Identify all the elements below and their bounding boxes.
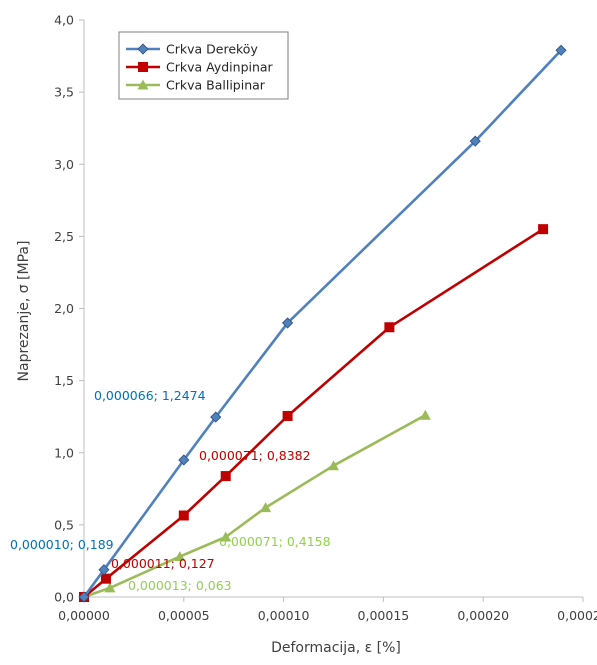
data-point <box>282 317 294 329</box>
data-point <box>220 471 231 482</box>
y-tick-label: 0,0 <box>54 590 74 605</box>
data-point <box>178 454 190 466</box>
data-point <box>100 573 111 584</box>
legend-label: Crkva Dereköy <box>166 42 258 57</box>
legend-label: Crkva Ballipinar <box>166 78 266 93</box>
x-tick-label: 0,00020 <box>457 608 509 623</box>
legend-entry: Crkva Aydinpinar <box>126 60 274 75</box>
y-tick-label: 4,0 <box>54 13 74 28</box>
legend-marker <box>137 79 149 90</box>
data-label: 0,000013; 0,063 <box>128 578 232 593</box>
series-0 <box>78 44 567 603</box>
data-point <box>328 460 339 471</box>
legend-label: Crkva Aydinpinar <box>166 60 274 75</box>
legend-marker <box>137 43 149 55</box>
data-point <box>419 409 431 420</box>
y-tick-label: 2,5 <box>54 229 74 244</box>
y-tick-label: 1,0 <box>54 445 74 460</box>
x-axis-title: Deformacija, ε [%] <box>271 640 401 656</box>
x-tick-label: 0,00010 <box>258 608 310 623</box>
data-point <box>260 502 272 513</box>
data-label: 0,000011; 0,127 <box>111 556 215 571</box>
data-point <box>210 411 222 423</box>
legend-entry: Crkva Dereköy <box>126 42 258 57</box>
data-point <box>104 582 116 593</box>
y-tick-label: 0,5 <box>54 517 74 532</box>
x-tick-label: 0,00015 <box>358 608 410 623</box>
annotations: 0,000066; 1,2474 0,000071; 0,8382 0,000010… <box>10 388 331 593</box>
y-tick-label: 3,0 <box>54 157 74 172</box>
data-point <box>174 551 186 562</box>
series-line <box>82 49 562 598</box>
axes: 0,0 0,5 1,0 1,5 2,0 2,5 3,0 3,5 4,0 0,00000 0,0000… <box>54 13 597 624</box>
data-point <box>282 410 293 421</box>
data-label: 0,000010; 0,189 <box>10 537 114 552</box>
data-point <box>178 510 189 521</box>
x-tick-label: 0,00025 <box>557 608 597 623</box>
data-point <box>98 564 110 576</box>
y-tick-label: 3,5 <box>54 85 74 100</box>
data-label: 0,000071; 0,4158 <box>219 534 331 549</box>
data-point <box>555 44 567 56</box>
x-tick-label: 0,00000 <box>58 608 110 623</box>
legend-marker <box>138 62 148 72</box>
series-layer <box>78 44 567 603</box>
data-point <box>78 591 90 603</box>
data-point <box>220 531 232 542</box>
y-tick-label: 2,0 <box>54 301 74 316</box>
series-2 <box>78 409 431 602</box>
legend: Crkva Dereköy Crkva Aydinpinar Crkva Balli… <box>118 31 289 100</box>
data-point <box>538 224 549 235</box>
data-label: 0,000071; 0,8382 <box>199 448 311 463</box>
legend-entry: Crkva Ballipinar <box>126 78 266 93</box>
data-point <box>384 322 395 333</box>
x-tick-label: 0,00005 <box>158 608 210 623</box>
data-label: 0,000066; 1,2474 <box>94 388 206 403</box>
y-axis-title: Naprezanje, σ [MPa] <box>16 241 32 382</box>
y-tick-label: 1,5 <box>54 373 74 388</box>
data-point <box>469 135 481 147</box>
